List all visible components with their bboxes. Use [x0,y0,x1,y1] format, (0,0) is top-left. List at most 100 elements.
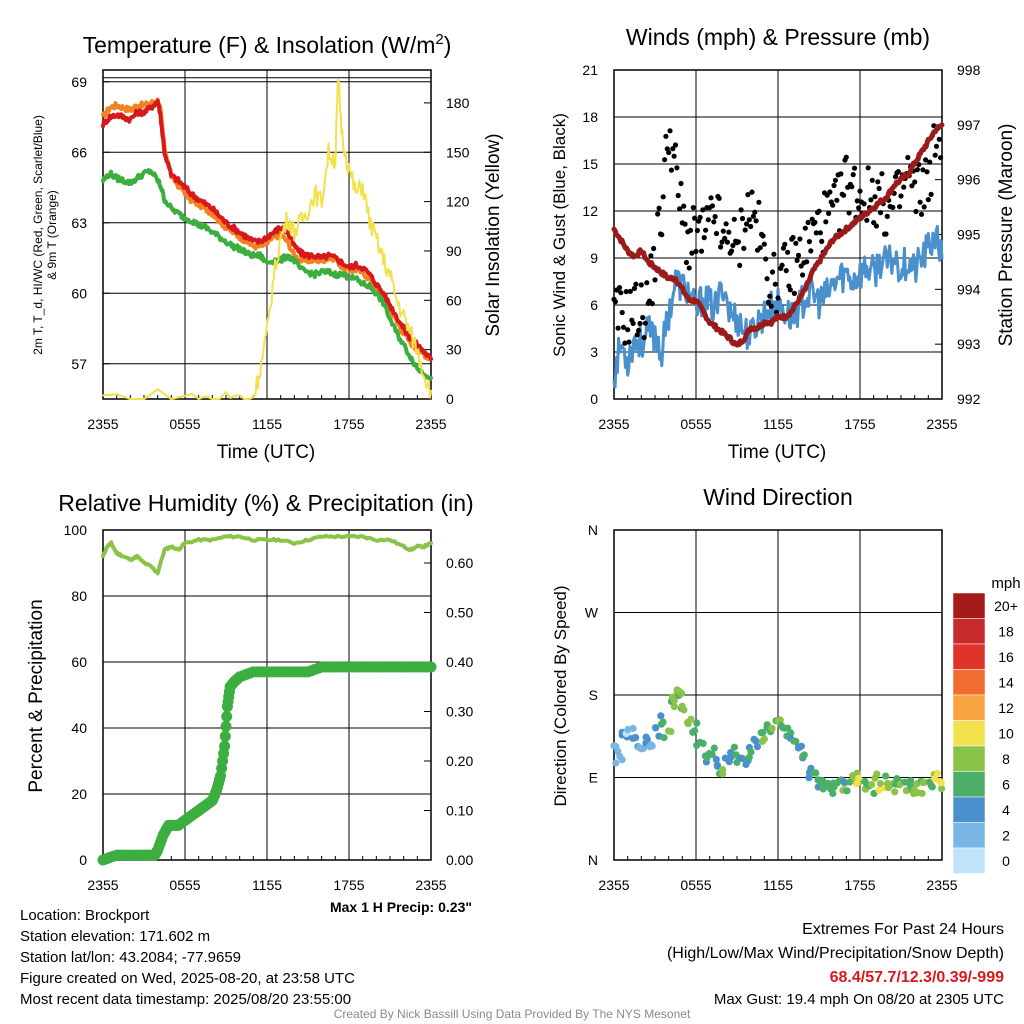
gust-point [790,234,796,241]
gust-point [841,192,847,198]
gust-point [753,218,759,224]
gust-point [913,208,919,215]
direction-point [660,734,668,742]
gust-point [709,203,716,209]
direction-point [840,778,848,786]
gust-point [918,211,925,217]
gust-point [785,249,791,255]
direction-point [855,774,863,782]
gust-point [675,192,681,199]
y-tick-label: 18 [582,109,598,125]
dir-panel-title: Wind Direction [703,484,853,510]
direction-point [632,734,640,742]
gust-point [843,154,849,160]
gust-point [775,295,781,301]
legend-label: 4 [1002,802,1010,818]
precip-point [219,730,231,742]
gust-point [663,133,669,139]
direction-point [745,753,753,761]
y-tick-label: 100 [64,522,88,538]
precip-point [425,661,437,673]
gust-point [914,167,921,173]
gust-point [850,172,856,178]
direction-point [639,744,647,753]
direction-point [678,689,686,698]
direction-point [760,735,769,743]
direction-point [902,787,911,795]
gust-point [737,262,743,268]
gust-point [806,239,813,245]
direction-point [938,785,946,793]
direction-point [737,754,745,762]
direction-point [691,727,699,735]
legend-swatch [952,669,986,696]
gust-point [694,227,701,234]
direction-point [805,774,813,782]
direction-point [680,706,688,714]
direction-point [659,718,667,726]
gust-point [760,233,766,239]
gust-point [678,180,684,187]
direction-point [937,779,945,787]
direction-point [776,716,784,724]
direction-point [787,729,795,737]
direction-point [657,712,665,720]
gust-point [873,223,880,229]
direction-point [699,739,707,748]
direction-point [648,742,656,750]
max-gust-text: Max Gust: 19.4 mph On 08/20 at 2305 UTC [713,991,1004,1008]
gust-point [730,242,736,249]
wind-ylabel-right: Station Pressure (Maroon) [996,124,1017,347]
legend-label: 2 [1002,828,1010,844]
legend-label: 6 [1002,777,1010,793]
gust-point [805,219,811,226]
gust-point [817,230,824,236]
direction-point [652,724,660,732]
x-tick-label: 1155 [763,877,793,893]
direction-point [712,755,720,764]
gust-point [719,239,725,245]
x-tick-label: 1155 [252,877,282,893]
gust-point [898,193,904,199]
location-text: Location: Brockport [20,907,150,924]
x-tick-label: 2355 [926,877,957,893]
gust-point [640,314,646,321]
gust-point [701,235,707,241]
gust-point [869,177,875,183]
gust-point [861,201,867,207]
gust-point [816,208,822,214]
x-tick-label: 1755 [844,877,875,893]
gust-point [763,256,769,262]
y-tick-label: 9 [590,250,598,266]
direction-point [719,766,727,774]
legend-label: 18 [998,624,1014,640]
plot-frame [613,529,943,861]
x-tick-label: 2355 [415,877,446,893]
gust-point [832,177,839,183]
y-tick-label: 6 [590,297,598,313]
y-tick-label: 69 [71,74,87,90]
gust-point [677,206,683,212]
gust-point [932,152,938,158]
direction-point [809,769,818,777]
gust-point [879,171,885,177]
gust-point [875,179,881,185]
gust-point [812,219,818,225]
gust-point [630,320,636,326]
gust-point [802,225,808,231]
gust-point [761,241,767,247]
gust-point [865,165,871,171]
y-tick-label: N [588,852,598,868]
x-tick-label: 0555 [169,877,200,893]
x-tick-label: 2355 [598,416,629,432]
gust-point [642,320,649,326]
wind-xlabel: Time (UTC) [728,442,827,463]
y-tick-label: 21 [582,62,598,78]
direction-point [891,788,899,796]
y-tick-label: 40 [71,720,87,736]
y2-tick-label: 0.20 [446,753,473,769]
gust-point [928,191,934,197]
legend-label: 12 [998,700,1014,716]
gust-point [793,240,799,246]
